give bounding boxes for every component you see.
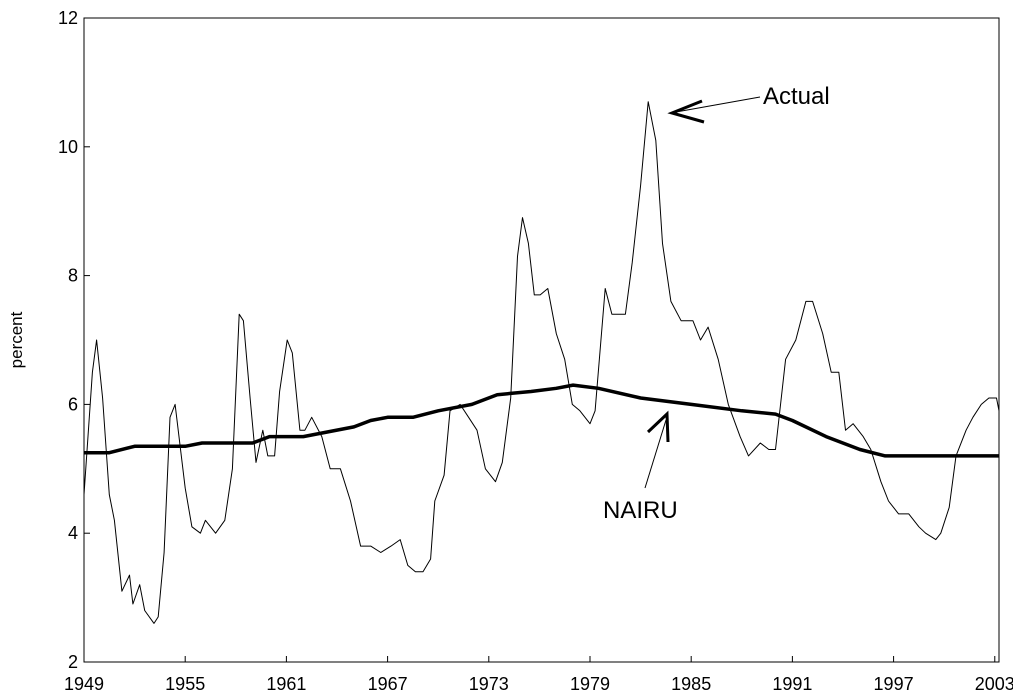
line-series <box>84 383 999 458</box>
arrow-head <box>667 99 705 124</box>
annotation: NAIRU <box>603 497 678 524</box>
x-tick-label: 2003 <box>975 674 1013 694</box>
x-tick-label: 1949 <box>64 674 104 694</box>
annotation-arrow <box>675 96 761 113</box>
y-tick-label: 12 <box>58 8 78 28</box>
x-tick-label: 1955 <box>165 674 205 694</box>
annotation: Actual <box>763 83 830 110</box>
y-tick-label: 4 <box>68 523 78 543</box>
y-tick-label: 10 <box>58 137 78 157</box>
y-tick-label: 8 <box>68 266 78 286</box>
x-tick-label: 1997 <box>874 674 914 694</box>
x-tick-label: 1973 <box>469 674 509 694</box>
y-axis-label: percent <box>7 311 26 368</box>
arrow-head <box>646 410 670 443</box>
x-tick-label: 1967 <box>368 674 408 694</box>
x-tick-label: 1979 <box>570 674 610 694</box>
x-tick-label: 1985 <box>671 674 711 694</box>
x-tick-label: 1991 <box>772 674 812 694</box>
plot-frame <box>83 17 1000 663</box>
x-tick-label: 1961 <box>266 674 306 694</box>
y-tick-label: 2 <box>68 652 78 672</box>
annotation-arrow <box>644 419 667 489</box>
line-series <box>83 101 1000 624</box>
y-tick-label: 6 <box>68 394 78 414</box>
